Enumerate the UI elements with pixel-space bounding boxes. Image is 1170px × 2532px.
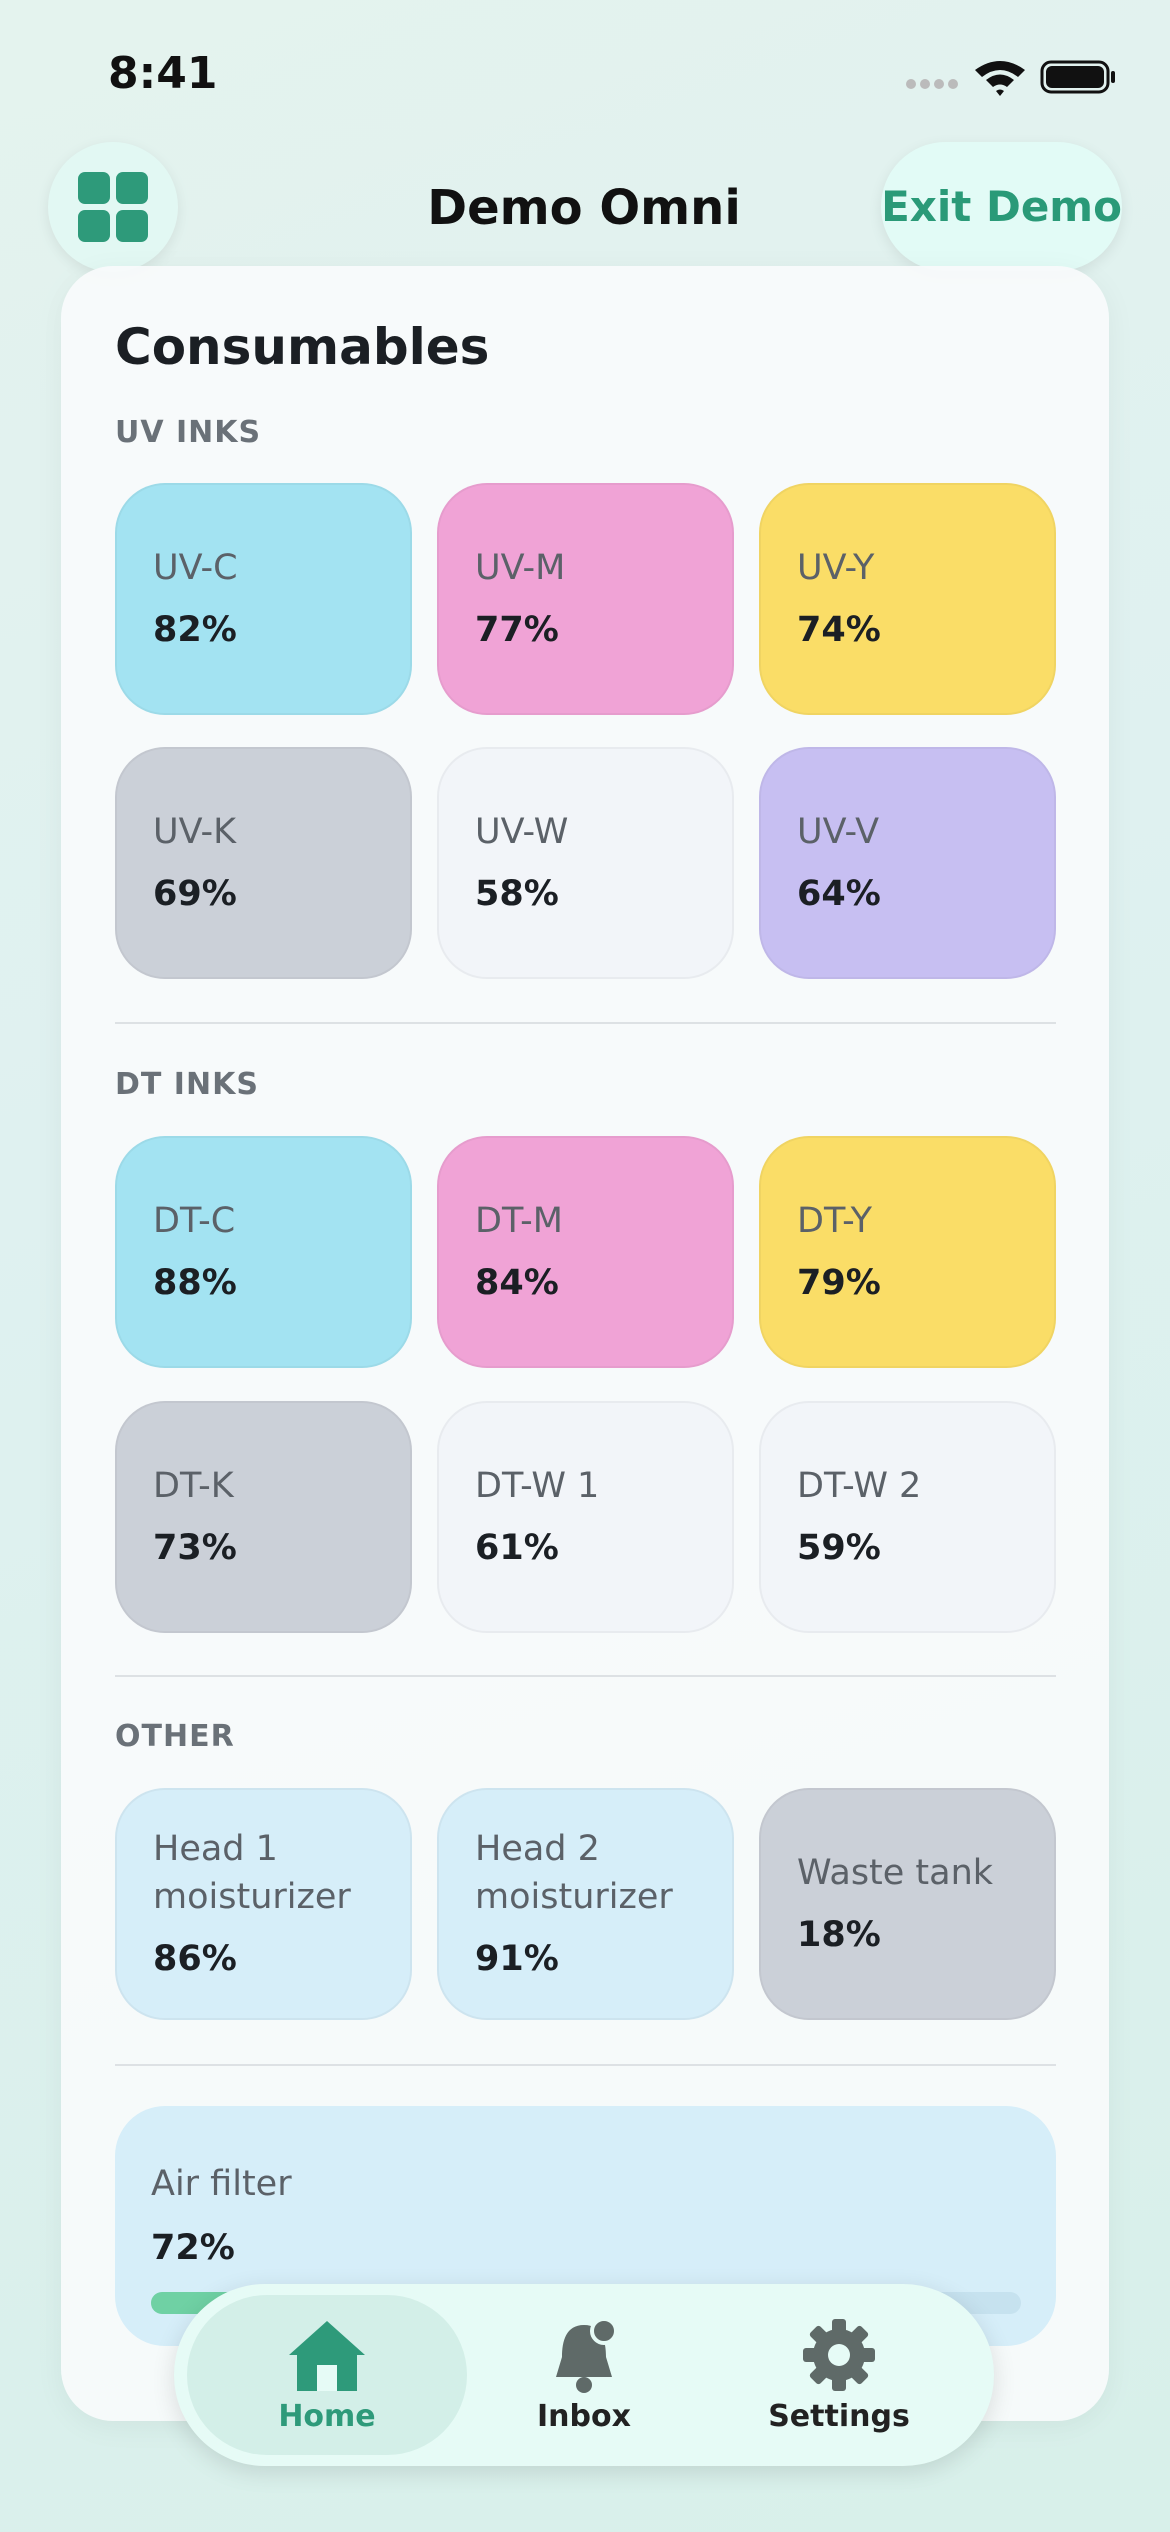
consumable-tile[interactable]: Waste tank 18% — [759, 1788, 1056, 2020]
consumable-tile[interactable]: DT-K 73% — [115, 1401, 412, 1633]
divider — [115, 2064, 1056, 2066]
consumable-value: 18% — [797, 1915, 881, 1955]
divider — [115, 1022, 1056, 1024]
consumable-value: 74% — [797, 610, 881, 650]
consumable-tile[interactable]: UV-K 69% — [115, 747, 412, 979]
status-icons — [906, 60, 1115, 96]
consumable-tile[interactable]: DT-W 2 59% — [759, 1401, 1056, 1633]
grid-icon — [78, 172, 148, 242]
consumable-label: DT-Y — [797, 1201, 872, 1241]
consumable-label: DT-C — [153, 1201, 236, 1241]
consumable-value: 79% — [797, 1263, 881, 1303]
consumable-label: UV-V — [797, 812, 880, 852]
section-title: UV INKS — [115, 415, 262, 450]
consumable-value: 88% — [153, 1263, 237, 1303]
tab[interactable]: Settings — [699, 2295, 979, 2455]
tab-bar: Home Inbox Settings — [174, 2284, 994, 2466]
consumable-label: DT-M — [475, 1201, 563, 1241]
air-filter-value: 72% — [151, 2228, 235, 2268]
consumable-label: DT-W 2 — [797, 1466, 922, 1506]
consumable-value: 84% — [475, 1263, 559, 1303]
consumable-value: 91% — [475, 1939, 559, 1979]
consumable-label: UV-Y — [797, 548, 875, 588]
consumable-tile[interactable]: DT-W 1 61% — [437, 1401, 734, 1633]
air-filter-label: Air filter — [151, 2164, 292, 2204]
consumable-value: 64% — [797, 874, 881, 914]
consumable-label: Waste tank — [797, 1853, 994, 1893]
section-title: OTHER — [115, 1719, 235, 1754]
consumable-label: UV-K — [153, 812, 237, 852]
consumable-tile[interactable]: DT-C 88% — [115, 1136, 412, 1368]
header-title: Demo Omni — [427, 180, 741, 236]
tab[interactable]: Home — [187, 2295, 467, 2455]
tab[interactable]: Inbox — [444, 2295, 724, 2455]
consumable-label: DT-K — [153, 1466, 234, 1506]
tab-label: Inbox — [537, 2398, 631, 2434]
tab-label: Home — [278, 2398, 376, 2434]
consumable-tile[interactable]: Head 1 moisturizer 86% — [115, 1788, 412, 2020]
consumable-label: Head 1 moisturizer — [153, 1829, 351, 1917]
consumable-tile[interactable]: Head 2 moisturizer 91% — [437, 1788, 734, 2020]
consumable-label: UV-C — [153, 548, 238, 588]
tab-label: Settings — [768, 2398, 910, 2434]
consumable-value: 61% — [475, 1528, 559, 1568]
home-icon — [289, 2320, 365, 2391]
consumable-label: Head 2 moisturizer — [475, 1829, 673, 1917]
consumable-tile[interactable]: UV-M 77% — [437, 483, 734, 715]
consumable-value: 82% — [153, 610, 237, 650]
menu-button[interactable] — [48, 142, 178, 272]
consumable-label: DT-W 1 — [475, 1466, 600, 1506]
consumable-value: 69% — [153, 874, 237, 914]
consumable-tile[interactable]: UV-C 82% — [115, 483, 412, 715]
exit-button[interactable]: Exit Demo — [881, 142, 1122, 271]
consumable-tile[interactable]: UV-Y 74% — [759, 483, 1056, 715]
consumable-value: 59% — [797, 1528, 881, 1568]
consumable-value: 73% — [153, 1528, 237, 1568]
consumable-value: 77% — [475, 610, 559, 650]
consumable-tile[interactable]: UV-V 64% — [759, 747, 1056, 979]
consumable-label: UV-W — [475, 812, 569, 852]
gear-icon — [803, 2318, 875, 2391]
consumable-tile[interactable]: DT-M 84% — [437, 1136, 734, 1368]
consumable-label: UV-M — [475, 548, 566, 588]
bell-icon — [556, 2316, 618, 2393]
panel-title: Consumables — [115, 318, 490, 376]
section-title: DT INKS — [115, 1067, 259, 1102]
consumable-tile[interactable]: UV-W 58% — [437, 747, 734, 979]
consumable-value: 86% — [153, 1939, 237, 1979]
status-time: 8:41 — [108, 48, 218, 99]
consumable-tile[interactable]: DT-Y 79% — [759, 1136, 1056, 1368]
divider — [115, 1675, 1056, 1677]
consumable-value: 58% — [475, 874, 559, 914]
